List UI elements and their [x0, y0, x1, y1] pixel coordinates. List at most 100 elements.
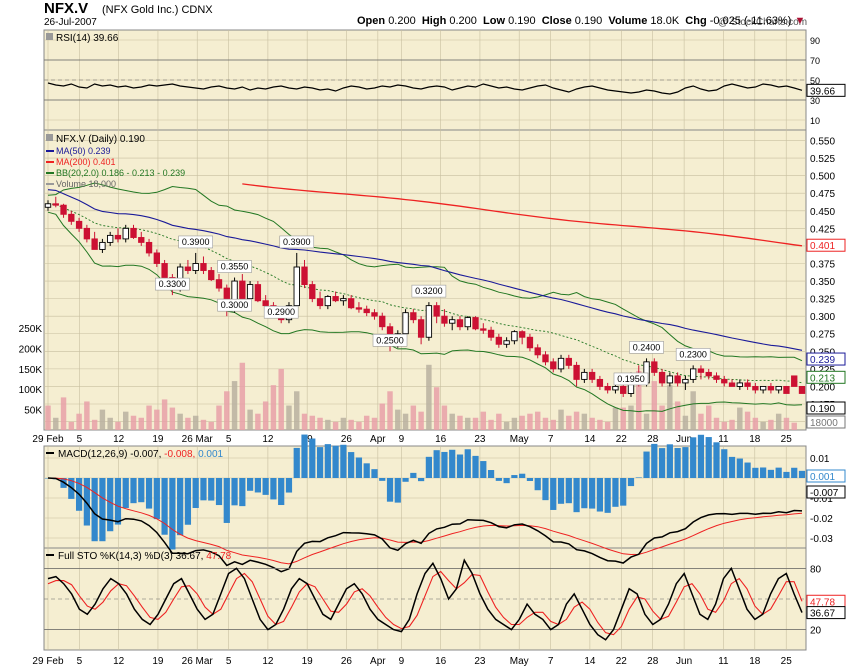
- candle-body: [728, 382, 736, 387]
- quote-summary: Open 0.200 High 0.200 Low 0.190 Close 0.…: [357, 15, 806, 27]
- macd-histogram-bar: [728, 456, 736, 478]
- macd-histogram-bar: [402, 478, 409, 482]
- annotation-label: 0.3300: [159, 279, 187, 289]
- volume-bar: [783, 417, 790, 430]
- macd-histogram-bar: [91, 478, 98, 542]
- volume-bar: [760, 421, 766, 430]
- x-tick-label: 18: [749, 434, 761, 445]
- price-y-tick: 0.550: [810, 137, 835, 148]
- candle-body: [557, 357, 565, 370]
- candle-body: [60, 204, 67, 215]
- x-tick-label: 5: [77, 656, 83, 667]
- macd-histogram-bar: [192, 478, 199, 508]
- macd-histogram-bar: [783, 471, 790, 478]
- volume-bar: [721, 421, 727, 430]
- macd-histogram-bar: [573, 478, 580, 513]
- candle-body: [200, 263, 207, 271]
- candle-body: [83, 227, 91, 240]
- volume-bar: [68, 421, 75, 430]
- candle-body: [262, 300, 269, 307]
- x-tick-label: 23: [474, 656, 486, 667]
- volume-bar: [177, 413, 183, 430]
- annotation-box: [675, 348, 711, 361]
- macd-histogram-bar: [487, 470, 495, 478]
- copyright-notice: @ StockCharts.com: [718, 17, 808, 28]
- price-value-tag: 0.239: [810, 355, 835, 366]
- volume-bar: [130, 415, 137, 430]
- macd-histogram-bar: [643, 451, 650, 478]
- sto-title: Full STO %K(14,3) %D(3) 36.67, 47.78: [58, 551, 232, 562]
- volume-bar: [371, 417, 378, 430]
- volume-bar: [84, 401, 90, 430]
- x-tick-label: 18: [749, 656, 761, 667]
- volume-bar: [674, 401, 681, 430]
- candle-body: [363, 308, 370, 314]
- macd-y-tick: -0.02: [810, 514, 833, 525]
- volume-bar: [566, 415, 572, 430]
- candle-body: [612, 385, 619, 391]
- x-tick-label: 16: [435, 434, 447, 445]
- volume-bar: [99, 409, 106, 430]
- price-value-tag: 0.213: [810, 373, 835, 384]
- macd-histogram-bar: [239, 478, 246, 507]
- price-annotation: 0.2500: [372, 334, 408, 347]
- volume-bar: [91, 419, 98, 430]
- candle-body: [293, 266, 300, 307]
- volume-bar: [472, 417, 479, 430]
- macd-histogram-bar: [169, 478, 176, 550]
- volume-bar: [791, 422, 797, 430]
- candle-body: [581, 371, 588, 380]
- candle-body: [379, 315, 386, 328]
- volume-bar: [744, 411, 751, 430]
- macd-histogram-bar: [130, 478, 137, 504]
- x-tick-label: 29 Feb: [32, 656, 64, 667]
- volume-bar: [542, 417, 549, 430]
- volume-bar: [573, 411, 580, 430]
- annotation-label: 0.3000: [221, 300, 249, 310]
- candle-body: [301, 266, 308, 286]
- volume-y-tick: 250K: [19, 324, 43, 335]
- volume-bar: [682, 415, 689, 430]
- candle-body: [107, 234, 114, 243]
- candle-body: [114, 234, 122, 240]
- price-annotation: 0.2900: [263, 305, 299, 319]
- price-annotation: 0.2300: [675, 348, 711, 361]
- macd-histogram-bar: [83, 478, 90, 526]
- candle-body: [542, 354, 549, 363]
- x-tick-label: 19: [302, 656, 314, 667]
- candle-body: [721, 378, 728, 384]
- x-tick-label: 28: [647, 656, 659, 667]
- volume-bar: [589, 417, 595, 430]
- candle-body: [130, 227, 137, 238]
- volume-bar: [465, 417, 471, 430]
- macd-value-tag: 0.001: [810, 472, 835, 483]
- annotation-box: [263, 305, 299, 319]
- volume-bar: [457, 415, 463, 430]
- volume-bar: [154, 409, 160, 430]
- macd-histogram-bar: [114, 478, 122, 525]
- candle-body: [68, 213, 75, 222]
- macd-histogram-bar: [425, 456, 432, 478]
- macd-histogram-bar: [658, 448, 666, 478]
- candle-body: [651, 361, 658, 373]
- macd-histogram-bar: [177, 478, 184, 536]
- macd-title: MACD(12,26,9) -0.007, -0.008, 0.001: [58, 449, 224, 460]
- macd-histogram-bar: [316, 447, 324, 478]
- sto-value-tag: 47.78: [810, 597, 835, 608]
- volume-bar: [301, 413, 308, 430]
- volume-bar: [643, 413, 650, 430]
- macd-histogram-bar: [254, 478, 261, 493]
- candle-body: [153, 252, 160, 264]
- macd-histogram-bar: [270, 478, 277, 500]
- x-tick-label: 11: [718, 656, 729, 667]
- macd-histogram-bar: [713, 442, 720, 478]
- candle-body: [487, 329, 495, 338]
- macd-histogram-bar: [550, 478, 557, 510]
- macd-histogram-bar: [557, 478, 565, 504]
- macd-histogram-bar: [410, 472, 417, 478]
- macd-histogram-bar: [565, 478, 572, 504]
- price-annotation: 0.3550: [217, 260, 252, 273]
- macd-histogram-bar: [666, 444, 673, 478]
